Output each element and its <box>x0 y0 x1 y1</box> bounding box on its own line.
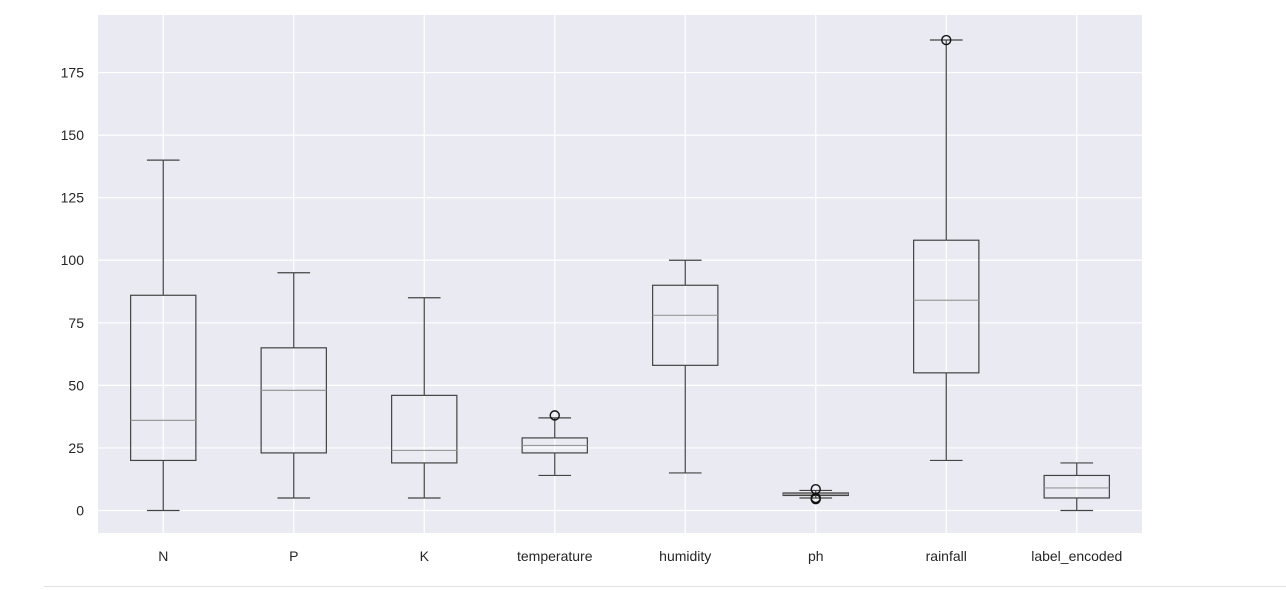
y-tick-label: 175 <box>61 65 85 81</box>
x-tick-label: label_encoded <box>1031 548 1122 564</box>
box-ph <box>782 484 849 505</box>
y-tick-label: 100 <box>61 252 85 268</box>
y-tick-label: 50 <box>68 377 84 393</box>
box-N <box>130 159 197 512</box>
iqr-box <box>260 347 327 454</box>
box-K <box>391 297 458 499</box>
x-tick-label: K <box>420 548 430 564</box>
y-tick-label: 25 <box>68 440 84 456</box>
y-tick-label: 75 <box>68 315 84 331</box>
x-tick-label: N <box>158 548 168 564</box>
x-tick-label: P <box>289 548 298 564</box>
y-tick-label: 150 <box>61 127 85 143</box>
y-tick-label: 125 <box>61 190 85 206</box>
iqr-box <box>130 294 197 462</box>
x-tick-label: ph <box>808 548 824 564</box>
x-tick-label: humidity <box>659 548 711 564</box>
box-humidity <box>652 259 719 474</box>
x-tick-label: rainfall <box>926 548 967 564</box>
box-label-encoded <box>1043 462 1110 512</box>
iqr-box <box>913 239 980 374</box>
y-tick-label: 0 <box>76 502 84 518</box>
iqr-box <box>652 284 719 366</box>
box-P <box>260 272 327 499</box>
x-tick-label: temperature <box>517 548 593 564</box>
outlier-point <box>941 34 952 46</box>
outlier-point <box>810 484 821 495</box>
bottom-divider <box>44 586 1286 587</box>
y-axis-tick-labels: 0 25 50 75 100 125 150 175 <box>61 65 85 519</box>
box-rainfall <box>913 34 980 462</box>
iqr-box <box>1043 474 1110 499</box>
box-layer <box>130 34 1110 512</box>
iqr-box <box>391 394 458 464</box>
outlier-point <box>549 410 560 421</box>
plot-area <box>98 15 1142 533</box>
box-temperature <box>521 410 588 477</box>
